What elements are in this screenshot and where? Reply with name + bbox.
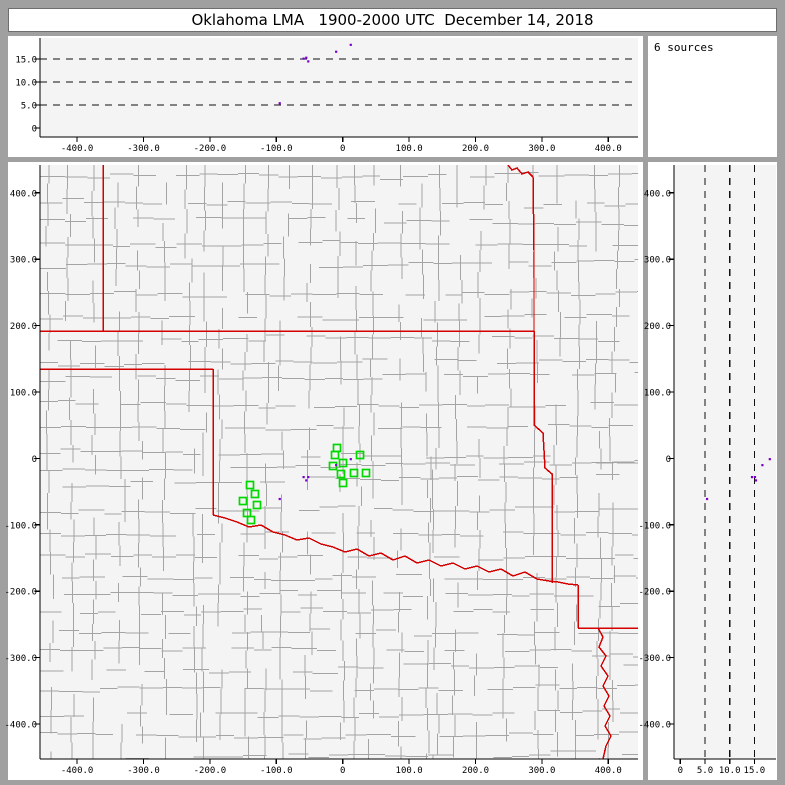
alt-ns-plot-area[interactable]: [674, 165, 776, 759]
window-title: Oklahoma LMA 1900-2000 UTC December 14, …: [191, 11, 594, 29]
alt-ew-plot-area[interactable]: [40, 38, 638, 137]
title-bar: Oklahoma LMA 1900-2000 UTC December 14, …: [8, 8, 777, 32]
sources-count-label: 6 sources: [654, 41, 714, 54]
plan-view-plot-area[interactable]: [40, 165, 638, 759]
sources-count-panel: 6 sources: [648, 36, 777, 157]
